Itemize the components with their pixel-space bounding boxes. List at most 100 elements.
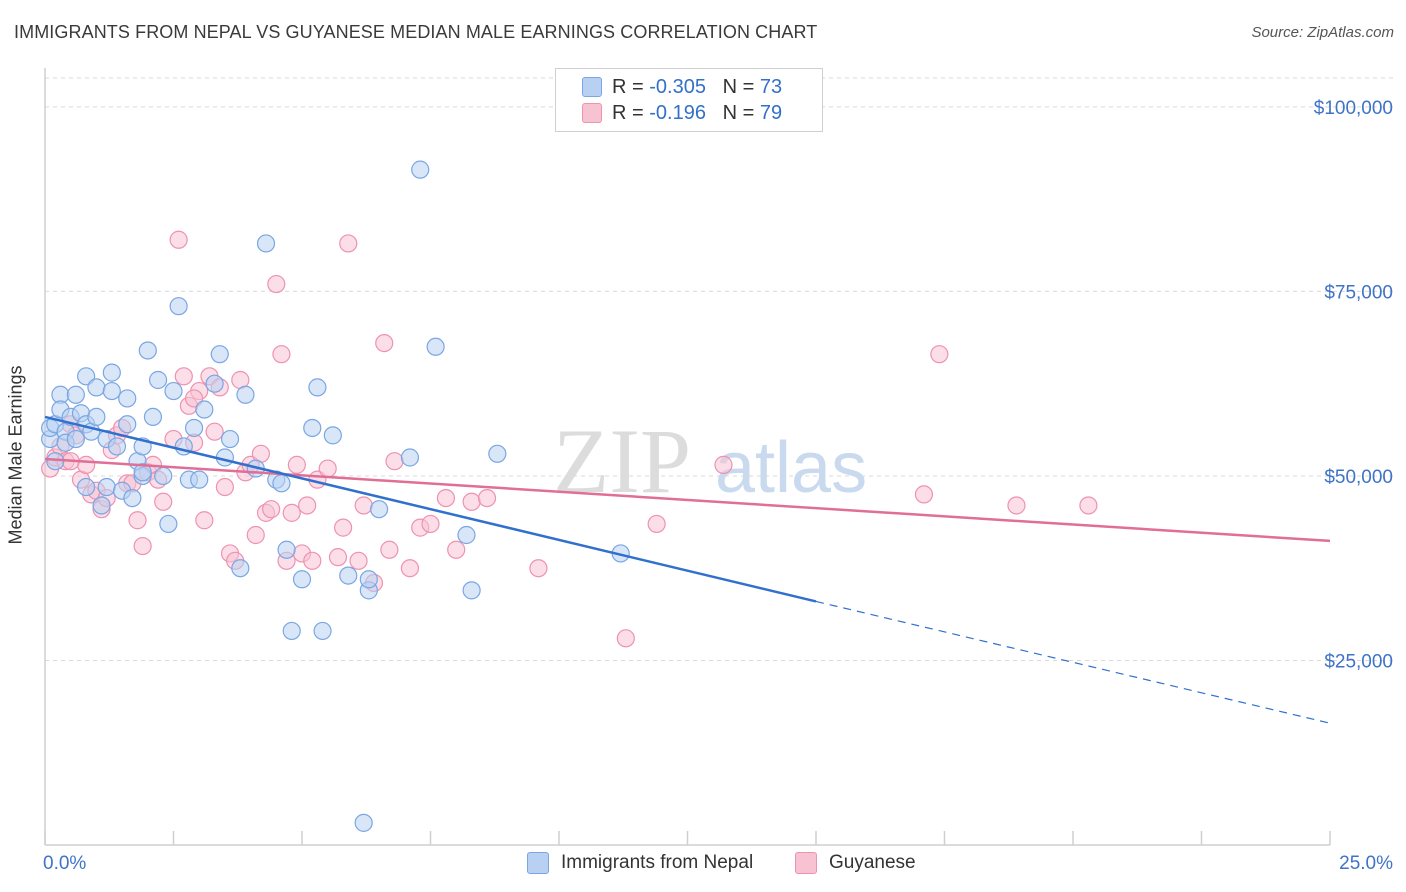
guyanese-point: [184, 389, 204, 408]
nepal-point: [282, 621, 301, 641]
guyanese-point: [328, 548, 348, 567]
legend-r-label-guyanese: R =: [612, 101, 644, 124]
guyanese-point: [318, 459, 337, 478]
nepal-point: [400, 448, 420, 467]
guyanese-point: [272, 345, 291, 364]
series-label-guyanese: Guyanese: [829, 852, 916, 873]
guyanese-point: [267, 274, 286, 294]
nepal-point: [169, 297, 188, 316]
nepal-point: [195, 400, 214, 419]
legend-text-nepal: R = -0.305 N = 73: [612, 76, 782, 99]
guyanese-point: [205, 422, 224, 441]
y-tick-label: $25,000: [1324, 651, 1393, 672]
nepal-point: [123, 488, 142, 508]
guyanese-point: [246, 525, 265, 545]
guyanese-point: [287, 455, 306, 474]
guyanese-point: [133, 536, 152, 556]
guyanese-trend-line: [44, 457, 1331, 543]
nepal-point: [272, 474, 291, 493]
nepal-point: [92, 496, 111, 515]
guyanese-point: [616, 629, 635, 648]
guyanese-point: [647, 514, 666, 534]
nepal-point: [118, 389, 137, 408]
guyanese-point: [215, 477, 234, 497]
nepal-point: [231, 559, 250, 578]
nepal-point: [154, 466, 173, 486]
nepal-point: [97, 477, 116, 497]
series-legend-guyanese[interactable]: Guyanese: [795, 852, 916, 874]
nepal-point: [205, 374, 224, 393]
nepal-point: [411, 160, 430, 179]
guyanese-point: [262, 500, 281, 519]
trend-lines: [44, 415, 1331, 724]
nepal-point: [339, 566, 358, 585]
nepal-point: [143, 407, 163, 427]
guyanese-point: [529, 559, 548, 578]
guyanese-point: [421, 514, 440, 534]
tick-labels: $25,000 $50,000 $75,000 $100,000 0.0% 25.0%: [43, 98, 1393, 874]
legend-n-label-guyanese: N =: [722, 101, 755, 124]
guyanese-point: [354, 496, 373, 515]
nepal-point: [159, 514, 178, 534]
legend-text-guyanese: R = -0.196 N = 79: [612, 102, 782, 125]
nepal-point: [133, 463, 152, 482]
nepal-point: [359, 570, 378, 589]
nepal-point: [102, 363, 121, 382]
legend-swatch-nepal: [582, 77, 602, 97]
series-swatch-nepal: [527, 852, 549, 874]
nepal-point: [303, 418, 322, 438]
guyanese-point: [447, 540, 466, 559]
legend-r-value-guyanese: -0.196: [649, 101, 706, 124]
guyanese-point: [380, 540, 399, 559]
guyanese-point: [1007, 496, 1026, 515]
guyanese-point: [154, 492, 173, 511]
nepal-point: [313, 621, 332, 641]
nepal-point: [426, 337, 445, 356]
guyanese-point: [477, 488, 497, 508]
series-swatch-guyanese: [795, 852, 817, 874]
guyanese-point: [298, 496, 317, 515]
nepal-point: [138, 341, 157, 360]
nepal-trend-line: [44, 415, 817, 603]
watermark-atlas: atlas: [715, 428, 867, 508]
guyanese-point: [195, 511, 214, 530]
nepal-point: [457, 525, 476, 545]
nepal-point: [87, 407, 106, 427]
nepal-point: [277, 540, 296, 559]
series-legend: Immigrants from Nepal Guyanese: [0, 852, 1406, 878]
legend-r-value-nepal: -0.305: [649, 75, 706, 98]
chart-title: IMMIGRANTS FROM NEPAL VS GUYANESE MEDIAN…: [14, 22, 818, 42]
guyanese-point: [1079, 496, 1098, 515]
guyanese-point: [174, 367, 193, 386]
legend-swatch-guyanese: [582, 103, 602, 123]
guyanese-point: [77, 455, 96, 474]
nepal-point: [462, 581, 481, 600]
guyanese-point: [714, 455, 733, 474]
nepal-point: [66, 429, 85, 449]
x-tick-label: 0.0%: [43, 853, 86, 874]
nepal-points: [41, 160, 630, 832]
nepal-point: [370, 500, 389, 519]
y-tick-label: $50,000: [1324, 467, 1393, 488]
guyanese-point: [385, 452, 404, 471]
guyanese-point: [334, 518, 353, 537]
y-axis-label: Median Male Earnings: [5, 365, 26, 545]
nepal-point: [220, 429, 240, 449]
axes: [44, 68, 1331, 846]
nepal-point: [354, 813, 373, 832]
guyanese-point: [914, 485, 934, 504]
nepal-point: [77, 367, 96, 386]
nepal-point: [87, 378, 106, 397]
nepal-point: [256, 234, 276, 253]
nepal-point: [190, 470, 209, 489]
guyanese-point: [375, 333, 394, 353]
legend-r-label-nepal: R =: [612, 75, 644, 98]
nepal-point: [107, 437, 127, 456]
nepal-point: [488, 444, 507, 463]
nepal-point: [118, 415, 137, 434]
series-legend-nepal[interactable]: Immigrants from Nepal: [527, 852, 753, 874]
watermark: ZIP atlas: [553, 410, 867, 512]
guyanese-point: [400, 559, 420, 578]
guyanese-point: [930, 345, 949, 364]
